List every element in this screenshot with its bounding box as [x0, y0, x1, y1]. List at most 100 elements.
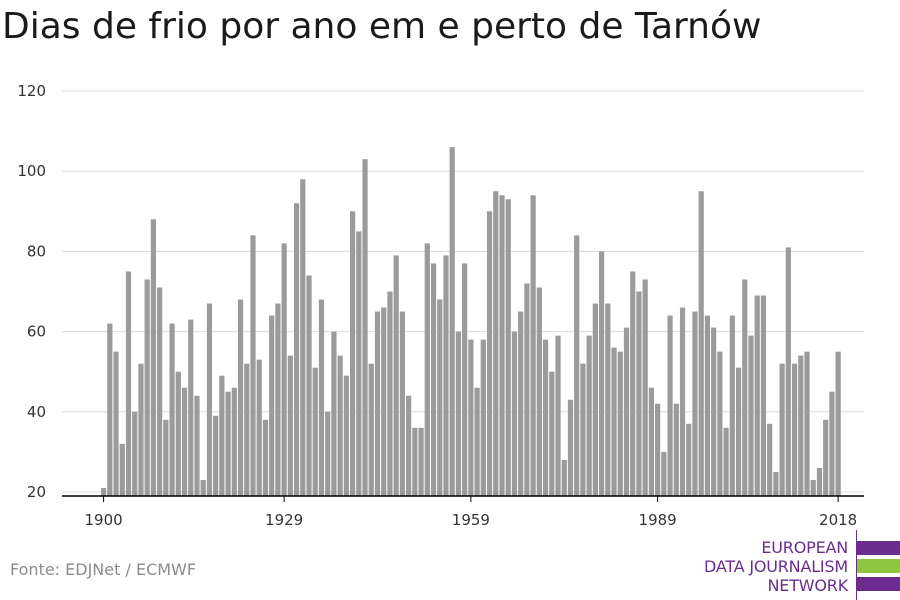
- bar: [350, 211, 356, 496]
- logo-purple-bar-bottom: [856, 577, 900, 591]
- bar: [181, 387, 188, 496]
- bar: [200, 479, 206, 496]
- bar: [536, 287, 542, 496]
- bar: [711, 327, 717, 496]
- bar: [424, 243, 430, 496]
- y-tick-label: 40: [27, 403, 46, 421]
- bar: [524, 283, 530, 496]
- x-tick-label: 1959: [452, 511, 490, 529]
- bar: [418, 427, 424, 496]
- bar: [486, 211, 493, 496]
- bar: [493, 191, 499, 496]
- bar: [237, 299, 244, 496]
- bar: [655, 403, 661, 496]
- bar: [188, 319, 194, 496]
- y-axis-tick-labels: 20 40 60 80 100 120: [17, 82, 46, 501]
- bar: [686, 423, 692, 496]
- bar: [175, 371, 181, 496]
- bar: [119, 443, 125, 496]
- bar: [262, 419, 269, 496]
- y-tick-label: 20: [27, 483, 46, 501]
- bar: [505, 199, 511, 496]
- bar: [636, 291, 642, 496]
- bar: [586, 335, 592, 496]
- bar: [362, 159, 368, 496]
- bar: [269, 315, 275, 496]
- bar: [150, 219, 156, 496]
- bar: [623, 327, 630, 496]
- bar: [661, 451, 667, 496]
- bar: [592, 303, 598, 496]
- y-tick-label: 100: [17, 162, 46, 180]
- bar: [219, 375, 225, 496]
- bar: [443, 255, 449, 496]
- bar: [791, 363, 798, 496]
- bars: [101, 147, 841, 496]
- bar: [374, 311, 381, 496]
- bar: [499, 195, 505, 496]
- chart-title: Dias de frio por ano em e perto de Tarnó…: [2, 6, 762, 47]
- bar: [406, 395, 412, 496]
- bar: [387, 291, 393, 496]
- bar: [785, 247, 791, 496]
- bar: [549, 371, 555, 496]
- bar: [580, 363, 586, 496]
- y-tick-label: 60: [27, 323, 46, 341]
- bar: [804, 351, 810, 496]
- logo-purple-bar-top: [856, 541, 900, 555]
- bar: [773, 471, 779, 496]
- bar: [723, 427, 729, 496]
- logo-line-1: EUROPEAN: [761, 538, 848, 557]
- bar: [256, 359, 262, 496]
- bar: [692, 311, 698, 496]
- bar: [605, 303, 611, 496]
- bar: [779, 363, 785, 496]
- bar: [399, 311, 405, 496]
- bar: [735, 367, 742, 496]
- logo-divider: [856, 530, 857, 600]
- bar: [667, 315, 673, 496]
- bar: [574, 235, 580, 496]
- bar: [474, 387, 480, 496]
- bar: [281, 243, 287, 496]
- bar: [250, 235, 256, 496]
- bar: [213, 415, 219, 496]
- bar: [617, 351, 623, 496]
- bar: [829, 391, 835, 496]
- bar: [599, 251, 605, 496]
- bar: [798, 355, 804, 496]
- bar: [437, 299, 443, 496]
- bar: [287, 355, 293, 496]
- bar: [293, 203, 300, 496]
- bar: [337, 355, 343, 496]
- bar: [567, 399, 574, 496]
- bar: [107, 323, 113, 496]
- bar: [835, 351, 841, 496]
- bar: [630, 271, 636, 496]
- bar: [679, 307, 686, 496]
- x-tick-label: 1900: [85, 511, 123, 529]
- bar: [455, 331, 462, 496]
- bar: [393, 255, 399, 496]
- bar: [748, 335, 754, 496]
- bar: [306, 275, 312, 496]
- bar: [530, 195, 536, 496]
- y-tick-label: 80: [27, 242, 46, 260]
- bar: [157, 287, 163, 496]
- edjnet-logo[interactable]: EUROPEAN DATA JOURNALISM NETWORK: [700, 530, 900, 600]
- bar: [113, 351, 119, 496]
- logo-line-3: NETWORK: [767, 576, 849, 595]
- bar: [138, 363, 144, 496]
- bar: [318, 299, 325, 496]
- bar: [163, 419, 169, 496]
- bar: [412, 427, 418, 496]
- bar: [231, 387, 237, 496]
- bar: [823, 419, 829, 496]
- bar: [717, 351, 723, 496]
- bar: [169, 323, 175, 496]
- bar: [275, 303, 281, 496]
- bar: [729, 315, 735, 496]
- x-tick-label: 1929: [265, 511, 303, 529]
- bar: [101, 487, 107, 496]
